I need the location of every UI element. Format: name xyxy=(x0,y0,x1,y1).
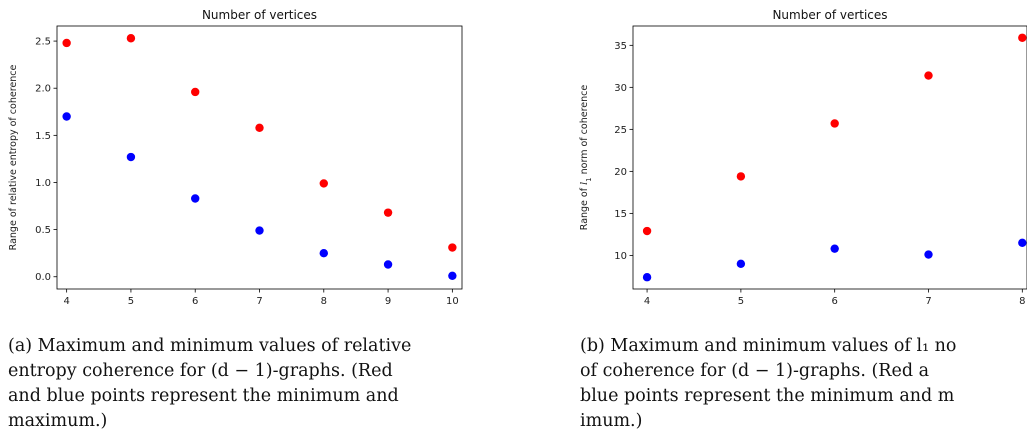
chart-title: Number of vertices xyxy=(772,8,887,22)
red-point xyxy=(255,123,264,133)
caption-b-line: blue points represent the minimum and m xyxy=(580,386,955,406)
red-point xyxy=(191,87,200,97)
blue-point xyxy=(924,250,933,259)
blue-point xyxy=(383,260,393,269)
caption-b-line: of coherence for (d − 1)-graphs. (Red a xyxy=(580,361,930,381)
blue-point xyxy=(830,244,839,253)
red-point xyxy=(126,34,136,43)
red-point xyxy=(830,119,839,128)
blue-point xyxy=(319,248,328,258)
red-point xyxy=(642,226,652,236)
caption-a-line: maximum.) xyxy=(8,411,108,431)
red-point xyxy=(924,71,933,80)
y-tick-label: 35 xyxy=(614,41,627,52)
red-point xyxy=(1018,33,1027,42)
red-point xyxy=(62,38,71,48)
red-point xyxy=(448,243,457,252)
y-tick-label: 1.5 xyxy=(35,131,51,142)
x-tick-label: 5 xyxy=(738,296,744,305)
caption-a: (a) Maximum and minimum values of relati… xyxy=(8,334,508,434)
x-tick-label: 8 xyxy=(321,296,327,305)
y-tick-label: 2.0 xyxy=(35,84,51,95)
chart-b: Number of vertices 4 5 6 7 8 10 15 20 25 30 35 Range… xyxy=(579,8,1027,305)
caption-a-line: (a) Maximum and minimum values of relati… xyxy=(8,336,412,356)
caption-a-line: entropy coherence for (d − 1)-graphs. (R… xyxy=(8,361,393,381)
x-tick-label: 7 xyxy=(925,296,931,305)
x-tick-label: 4 xyxy=(644,296,650,305)
x-tick-label: 10 xyxy=(446,296,459,305)
y-tick-label: 15 xyxy=(614,209,627,220)
x-tick-label: 6 xyxy=(832,296,838,305)
x-tick-label: 9 xyxy=(385,296,391,305)
blue-point xyxy=(62,112,71,121)
blue-point xyxy=(1018,238,1027,247)
y-tick-label: 2.5 xyxy=(35,37,51,48)
x-tick-label: 7 xyxy=(256,296,262,305)
x-tick-label: 4 xyxy=(63,296,69,305)
blue-point xyxy=(255,226,264,235)
y-tick-label: 1.0 xyxy=(35,178,51,189)
caption-b-line: imum.) xyxy=(580,411,643,431)
red-point xyxy=(383,208,393,217)
y-tick-label: 0.5 xyxy=(35,225,51,236)
y-tick-label: 20 xyxy=(614,167,627,178)
plot-frame xyxy=(56,25,463,290)
y-tick-label: 25 xyxy=(614,125,627,136)
blue-point xyxy=(126,152,136,162)
y-tick-label: 0.0 xyxy=(35,272,51,283)
red-point xyxy=(736,172,746,181)
y-tick-label: 30 xyxy=(614,83,627,94)
x-tick-label: 8 xyxy=(1019,296,1025,305)
plot-frame xyxy=(632,25,1027,290)
y-tick-label: 10 xyxy=(614,251,627,262)
caption-b: (b) Maximum and minimum values of l₁ no … xyxy=(580,334,1027,434)
blue-point xyxy=(736,259,746,268)
blue-point xyxy=(448,271,457,281)
red-point xyxy=(319,179,328,188)
y-axis-label: Range of l1 norm of coherence xyxy=(579,85,593,231)
blue-point xyxy=(642,273,652,282)
chart-a: Number of vertices 4 5 6 7 8 9 10 0.0 0.5 1.0 1.5 2.… xyxy=(8,8,463,305)
x-tick-label: 6 xyxy=(192,296,198,305)
caption-a-line: and blue points represent the minimum an… xyxy=(8,386,399,406)
blue-point xyxy=(191,194,200,203)
x-tick-label: 5 xyxy=(128,296,134,305)
chart-title: Number of vertices xyxy=(202,8,317,22)
caption-b-line: (b) Maximum and minimum values of l₁ no xyxy=(580,336,957,356)
y-axis-label: Range of relative entropy of coherence xyxy=(8,65,19,251)
